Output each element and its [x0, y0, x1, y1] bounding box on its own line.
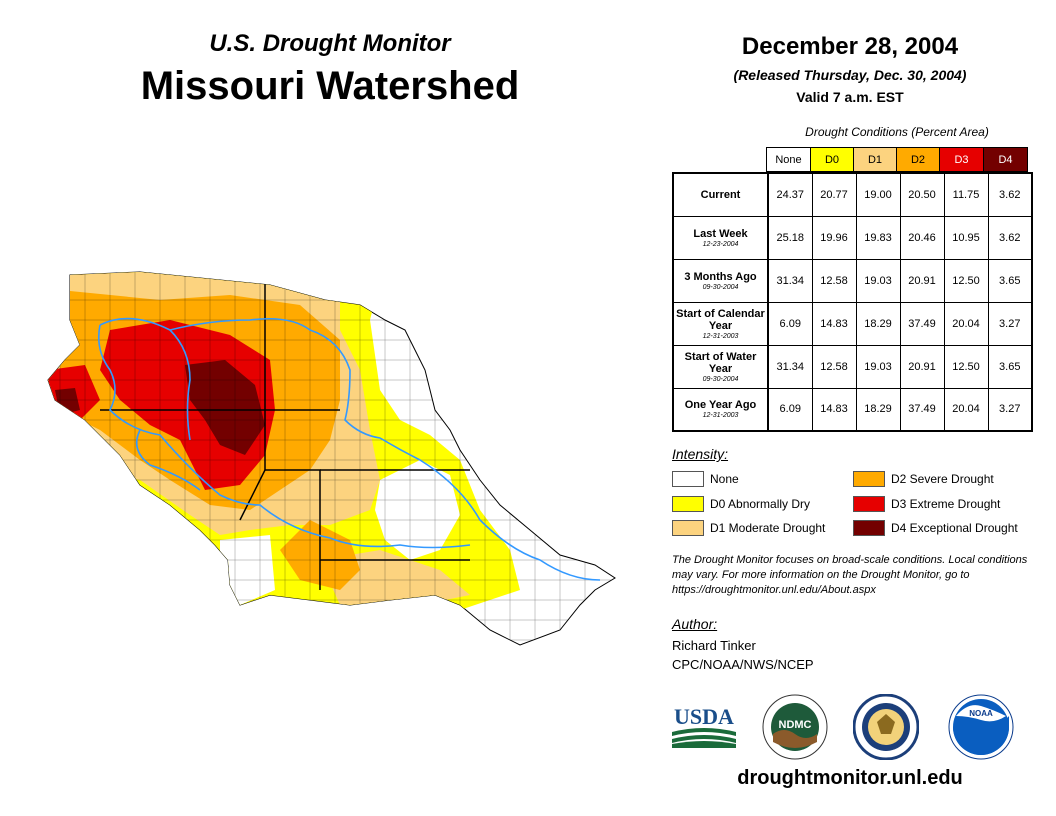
legend-label: D2 Severe Drought	[891, 472, 994, 486]
table-row: Start of Calendar Year 12-31-2003 6.09 14…	[672, 301, 1033, 346]
legend-item-d3: D3 Extreme Drought	[853, 496, 1000, 512]
county-grid	[48, 272, 615, 645]
ndmc-logo-text: NDMC	[779, 719, 812, 731]
noaa-logo-text: NOAA	[969, 709, 993, 718]
cell-value: 3.65	[987, 344, 1033, 389]
row-label: Current	[672, 172, 769, 217]
rivers	[97, 317, 601, 581]
legend-swatch	[672, 496, 704, 512]
row-label: Start of Water Year 09-30-2004	[672, 344, 769, 389]
drought-area-none	[375, 460, 460, 560]
cell-value: 31.34	[767, 258, 813, 303]
cell-value: 20.91	[899, 258, 945, 303]
table-row: Last Week 12-23-2004 25.18 19.96 19.83 20…	[672, 215, 1033, 260]
cell-value: 19.83	[855, 215, 901, 260]
cell-value: 11.75	[943, 172, 989, 217]
table-row: One Year Ago 12-31-2003 6.09 14.83 18.29 …	[672, 387, 1033, 432]
row-label: One Year Ago 12-31-2003	[672, 387, 769, 432]
release-date: (Released Thursday, Dec. 30, 2004)	[733, 67, 967, 83]
legend-title: Intensity:	[672, 446, 729, 462]
usda-logo: USDA	[672, 704, 736, 748]
legend-item-d2: D2 Severe Drought	[853, 471, 994, 487]
cell-value: 18.29	[855, 301, 901, 346]
cell-value: 19.03	[855, 258, 901, 303]
cell-value: 12.58	[811, 344, 857, 389]
legend-swatch	[853, 496, 885, 512]
legend-swatch	[853, 520, 885, 536]
ndmc-logo: NDMC	[762, 694, 828, 760]
noaa-logo: NOAA	[948, 694, 1014, 760]
cell-value: 3.65	[987, 258, 1033, 303]
table-row: Start of Water Year 09-30-2004 31.34 12.5…	[672, 344, 1033, 389]
cell-value: 24.37	[767, 172, 813, 217]
cell-value: 3.27	[987, 301, 1033, 346]
commerce-seal	[853, 694, 919, 760]
table-row: Current 24.37 20.77 19.00 20.50 11.75 3.…	[672, 172, 1033, 217]
legend-swatch	[672, 520, 704, 536]
cell-value: 20.04	[943, 387, 989, 432]
author-heading: Author:	[672, 616, 718, 632]
col-header-d4: D4	[983, 147, 1028, 172]
drought-area-d4	[185, 360, 265, 455]
cell-value: 37.49	[899, 387, 945, 432]
cell-value: 20.04	[943, 301, 989, 346]
col-header-d1: D1	[853, 147, 897, 172]
cell-value: 37.49	[899, 301, 945, 346]
legend-item-d0: D0 Abnormally Dry	[672, 496, 810, 512]
cell-value: 12.58	[811, 258, 857, 303]
cell-value: 3.62	[987, 172, 1033, 217]
cell-value: 19.03	[855, 344, 901, 389]
disclaimer-note: The Drought Monitor focuses on broad-sca…	[672, 554, 1028, 596]
cell-value: 20.77	[811, 172, 857, 217]
legend-item-d4: D4 Exceptional Drought	[853, 520, 1018, 536]
cell-value: 18.29	[855, 387, 901, 432]
legend-label: D1 Moderate Drought	[710, 521, 826, 535]
table-row: 3 Months Ago 09-30-2004 31.34 12.58 19.03…	[672, 258, 1033, 303]
legend-label: None	[710, 472, 739, 486]
cell-value: 25.18	[767, 215, 813, 260]
author-name: Richard Tinker	[672, 638, 756, 653]
cell-value: 20.46	[899, 215, 945, 260]
website-url[interactable]: droughtmonitor.unl.edu	[737, 767, 963, 789]
col-header-d0: D0	[810, 147, 854, 172]
cell-value: 10.95	[943, 215, 989, 260]
state-boundaries	[100, 280, 470, 590]
legend-label: D0 Abnormally Dry	[710, 497, 811, 511]
cell-value: 12.50	[943, 344, 989, 389]
cell-value: 19.96	[811, 215, 857, 260]
row-label: 3 Months Ago 09-30-2004	[672, 258, 769, 303]
usda-logo-text: USDA	[674, 704, 734, 729]
col-header-d2: D2	[896, 147, 940, 172]
map-date: December 28, 2004	[741, 33, 959, 60]
legend-swatch	[853, 471, 885, 487]
drought-map	[47, 271, 616, 646]
legend-label: D4 Exceptional Drought	[891, 521, 1018, 535]
table-caption: Drought Conditions (Percent Area)	[805, 125, 989, 139]
cell-value: 3.27	[987, 387, 1033, 432]
drought-area-none	[220, 535, 275, 605]
legend-item-none: None	[672, 471, 739, 487]
legend-swatch	[672, 471, 704, 487]
row-label: Last Week 12-23-2004	[672, 215, 769, 260]
cell-value: 31.34	[767, 344, 813, 389]
cell-value: 12.50	[943, 258, 989, 303]
valid-time: Valid 7 a.m. EST	[796, 89, 904, 105]
author-org: CPC/NOAA/NWS/NCEP	[672, 657, 814, 672]
cell-value: 19.00	[855, 172, 901, 217]
cell-value: 14.83	[811, 301, 857, 346]
legend-label: D3 Extreme Drought	[891, 497, 1001, 511]
map-title: Missouri Watershed	[140, 64, 520, 108]
row-label: Start of Calendar Year 12-31-2003	[672, 301, 769, 346]
legend-item-d1: D1 Moderate Drought	[672, 520, 825, 536]
cell-value: 6.09	[767, 301, 813, 346]
map-subtitle: U.S. Drought Monitor	[209, 30, 451, 57]
col-header-d3: D3	[939, 147, 984, 172]
cell-value: 20.50	[899, 172, 945, 217]
cell-value: 14.83	[811, 387, 857, 432]
cell-value: 6.09	[767, 387, 813, 432]
cell-value: 3.62	[987, 215, 1033, 260]
cell-value: 20.91	[899, 344, 945, 389]
drought-stats-table: Current 24.37 20.77 19.00 20.50 11.75 3.…	[672, 172, 1033, 432]
col-header-none: None	[766, 147, 811, 172]
